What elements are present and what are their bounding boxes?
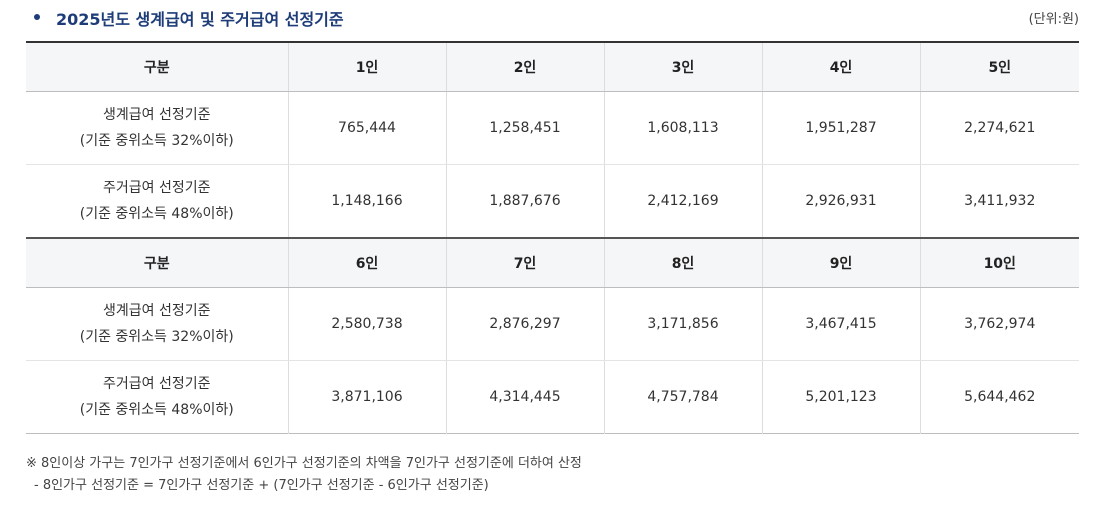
- table-header-row: 구분 1인 2인 3인 4인 5인: [26, 42, 1079, 92]
- bullet-icon: [34, 14, 40, 20]
- header-cell-category: 구분: [26, 42, 288, 92]
- header-cell-category: 구분: [26, 237, 288, 288]
- table-cell: 3,871,106: [287, 360, 446, 434]
- row-label: 주거급여 선정기준 (기준 중위소득 48%이하): [26, 361, 288, 434]
- header-cell-1-person: 1인: [287, 42, 446, 92]
- row-label-subtitle: (기준 중위소득 48%이하): [79, 206, 234, 222]
- table-cell: 3,762,974: [919, 287, 1079, 361]
- header-cell-7-person: 7인: [445, 237, 604, 288]
- row-label-title: 주거급여 선정기준: [103, 180, 211, 196]
- table-cell: 1,608,113: [603, 91, 762, 165]
- table-cell: 2,412,169: [603, 164, 762, 239]
- table-cell: 1,951,287: [761, 91, 920, 165]
- table-cell: 3,171,856: [603, 287, 762, 361]
- header-cell-4-person: 4인: [761, 42, 920, 92]
- row-label: 주거급여 선정기준 (기준 중위소득 48%이하): [26, 164, 288, 239]
- table-cell: 5,201,123: [761, 360, 920, 434]
- table-cell: 2,926,931: [761, 164, 920, 239]
- header-cell-10-person: 10인: [919, 237, 1079, 288]
- table-cell: 5,644,462: [919, 360, 1079, 434]
- section-title: 2025년도 생계급여 및 주거급여 선정기준: [56, 10, 344, 29]
- table-cell: 1,148,166: [287, 164, 446, 239]
- row-label-title: 생계급여 선정기준: [103, 107, 211, 123]
- row-label-subtitle: (기준 중위소득 32%이하): [79, 133, 234, 149]
- row-label-subtitle: (기준 중위소득 32%이하): [79, 329, 234, 345]
- table-cell: 2,274,621: [919, 91, 1079, 165]
- header-cell-5-person: 5인: [919, 42, 1079, 92]
- header-cell-8-person: 8인: [603, 237, 762, 288]
- unit-label: (단위:원): [1028, 12, 1079, 27]
- table-cell: 765,444: [287, 91, 446, 165]
- row-label-title: 생계급여 선정기준: [103, 303, 211, 319]
- row-label: 생계급여 선정기준 (기준 중위소득 32%이하): [26, 287, 288, 361]
- header-cell-6-person: 6인: [287, 237, 446, 288]
- table-cell: 3,411,932: [919, 164, 1079, 239]
- table-subheader-row: 구분 6인 7인 8인 9인 10인: [26, 237, 1079, 288]
- row-label-subtitle: (기준 중위소득 48%이하): [79, 402, 234, 418]
- footnotes: ※ 8인이상 가구는 7인가구 선정기준에서 6인가구 선정기준의 차액을 7인…: [26, 453, 582, 497]
- table-row-housing-6to10: 주거급여 선정기준 (기준 중위소득 48%이하) 3,871,106 4,31…: [26, 360, 1079, 434]
- header-cell-2-person: 2인: [445, 42, 604, 92]
- section-header: 2025년도 생계급여 및 주거급여 선정기준 (단위:원): [26, 0, 1079, 34]
- table-cell: 2,876,297: [445, 287, 604, 361]
- table-cell: 4,757,784: [603, 360, 762, 434]
- table-cell: 4,314,445: [445, 360, 604, 434]
- table-cell: 1,258,451: [445, 91, 604, 165]
- criteria-table: 구분 1인 2인 3인 4인 5인 생계급여 선정기준 (기준 중위소득 32%…: [26, 41, 1079, 434]
- table-row-livelihood-1to5: 생계급여 선정기준 (기준 중위소득 32%이하) 765,444 1,258,…: [26, 91, 1079, 165]
- table-cell: 3,467,415: [761, 287, 920, 361]
- footnote-formula: - 8인가구 선정기준 = 7인가구 선정기준 + (7인가구 선정기준 - 6…: [34, 478, 489, 493]
- row-label: 생계급여 선정기준 (기준 중위소득 32%이하): [26, 91, 288, 165]
- footnote-main: ※ 8인이상 가구는 7인가구 선정기준에서 6인가구 선정기준의 차액을 7인…: [26, 456, 582, 471]
- header-cell-9-person: 9인: [761, 237, 920, 288]
- table-cell: 1,887,676: [445, 164, 604, 239]
- table-row-livelihood-6to10: 생계급여 선정기준 (기준 중위소득 32%이하) 2,580,738 2,87…: [26, 287, 1079, 361]
- table-row-housing-1to5: 주거급여 선정기준 (기준 중위소득 48%이하) 1,148,166 1,88…: [26, 164, 1079, 239]
- header-cell-3-person: 3인: [603, 42, 762, 92]
- table-cell: 2,580,738: [287, 287, 446, 361]
- row-label-title: 주거급여 선정기준: [103, 376, 211, 392]
